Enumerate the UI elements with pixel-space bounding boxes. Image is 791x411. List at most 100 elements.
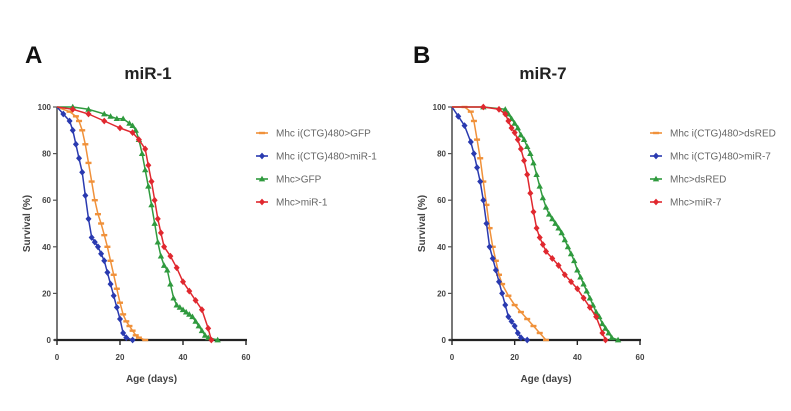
data-point — [530, 324, 537, 328]
panel-a: A miR-1 0 20 40 60 80 100 0 20 40 60 Age (days) Sur… — [22, 42, 377, 385]
y-tick-label: 20 — [437, 289, 446, 298]
series-mhc-i-ctg-480-gfp — [56, 106, 149, 342]
data-point — [474, 138, 481, 141]
y-tick-label: 60 — [42, 196, 51, 205]
data-point — [524, 143, 531, 150]
data-point — [549, 255, 556, 262]
data-point — [608, 334, 615, 341]
data-point — [192, 318, 199, 324]
data-point — [88, 180, 95, 183]
data-point — [110, 273, 117, 276]
data-point — [119, 115, 127, 122]
legend-item: Mhc i(CTG)480>GFP — [256, 129, 371, 140]
data-point — [117, 315, 123, 323]
data-point — [135, 136, 142, 144]
data-point — [514, 124, 521, 131]
legend-item: Mhc>dsRED — [650, 175, 726, 186]
series-mhc-gfp — [57, 103, 221, 343]
data-point — [69, 126, 76, 134]
data-point — [101, 110, 108, 117]
data-point — [467, 110, 474, 113]
data-point — [167, 280, 174, 287]
data-point — [543, 338, 549, 342]
y-tick-label: 60 — [437, 196, 446, 205]
data-point — [467, 138, 474, 146]
data-point — [91, 199, 98, 202]
data-point — [477, 178, 484, 185]
data-point — [148, 201, 155, 208]
data-point — [502, 110, 509, 118]
data-point — [160, 262, 168, 268]
data-point — [580, 280, 587, 287]
series-mhc-i-ctg-480-mir-1 — [56, 106, 136, 344]
y-tick-label: 100 — [433, 103, 447, 112]
legend-label: Mhc>GFP — [276, 175, 322, 186]
data-point — [145, 183, 152, 189]
data-point — [107, 113, 114, 119]
data-point — [486, 243, 493, 251]
data-point — [88, 234, 95, 241]
legend-marker-icon — [653, 131, 659, 135]
data-point — [186, 287, 193, 295]
data-point — [117, 301, 123, 304]
legend-item: Mhc i(CTG)480>miR-7 — [650, 152, 771, 163]
data-point — [79, 168, 86, 176]
data-point — [85, 106, 92, 112]
data-point — [489, 255, 496, 262]
legend-marker-icon — [652, 175, 660, 182]
x-tick-label: 20 — [510, 353, 519, 362]
data-point — [593, 313, 600, 321]
legend-label: Mhc>miR-7 — [670, 198, 722, 209]
data-point — [161, 243, 168, 251]
data-point — [543, 248, 549, 255]
data-point — [198, 327, 206, 334]
data-point — [517, 310, 524, 314]
data-point — [483, 220, 490, 227]
data-point — [107, 259, 114, 262]
data-point — [107, 280, 114, 288]
y-axis-label: Survival (%) — [22, 195, 33, 252]
data-point — [511, 129, 518, 137]
x-tick-label: 60 — [636, 353, 645, 362]
data-point — [157, 229, 164, 237]
data-point — [524, 171, 531, 178]
data-point — [486, 226, 493, 230]
data-point — [179, 306, 187, 313]
data-point — [567, 250, 575, 257]
data-point — [508, 317, 515, 325]
data-point — [135, 336, 142, 339]
data-point — [94, 212, 101, 216]
data-point — [480, 196, 487, 204]
legend-marker-icon — [653, 198, 659, 206]
legend-marker-icon — [259, 152, 265, 160]
data-point — [120, 329, 127, 337]
data-point — [602, 325, 609, 331]
data-point — [142, 166, 149, 173]
data-point — [549, 215, 556, 222]
data-point — [489, 245, 496, 248]
x-axis-label: Age (days) — [520, 374, 571, 385]
data-point — [502, 301, 509, 309]
data-point — [552, 220, 559, 226]
data-point — [82, 143, 89, 146]
y-tick-label: 0 — [47, 336, 52, 345]
y-tick-label: 40 — [42, 243, 51, 252]
data-point — [558, 229, 565, 236]
data-point — [129, 329, 136, 332]
data-point — [539, 241, 546, 248]
data-point — [110, 292, 117, 300]
data-point — [101, 257, 108, 265]
data-point — [505, 294, 512, 297]
legend-label: Mhc i(CTG)480>GFP — [276, 129, 371, 140]
data-point — [113, 287, 120, 290]
data-point — [123, 334, 130, 342]
data-point — [605, 329, 612, 336]
data-point — [499, 282, 506, 286]
data-point — [85, 215, 92, 223]
data-point — [561, 271, 568, 279]
data-point — [113, 115, 121, 122]
data-point — [72, 115, 79, 118]
data-point — [505, 117, 512, 125]
data-point — [173, 301, 180, 308]
